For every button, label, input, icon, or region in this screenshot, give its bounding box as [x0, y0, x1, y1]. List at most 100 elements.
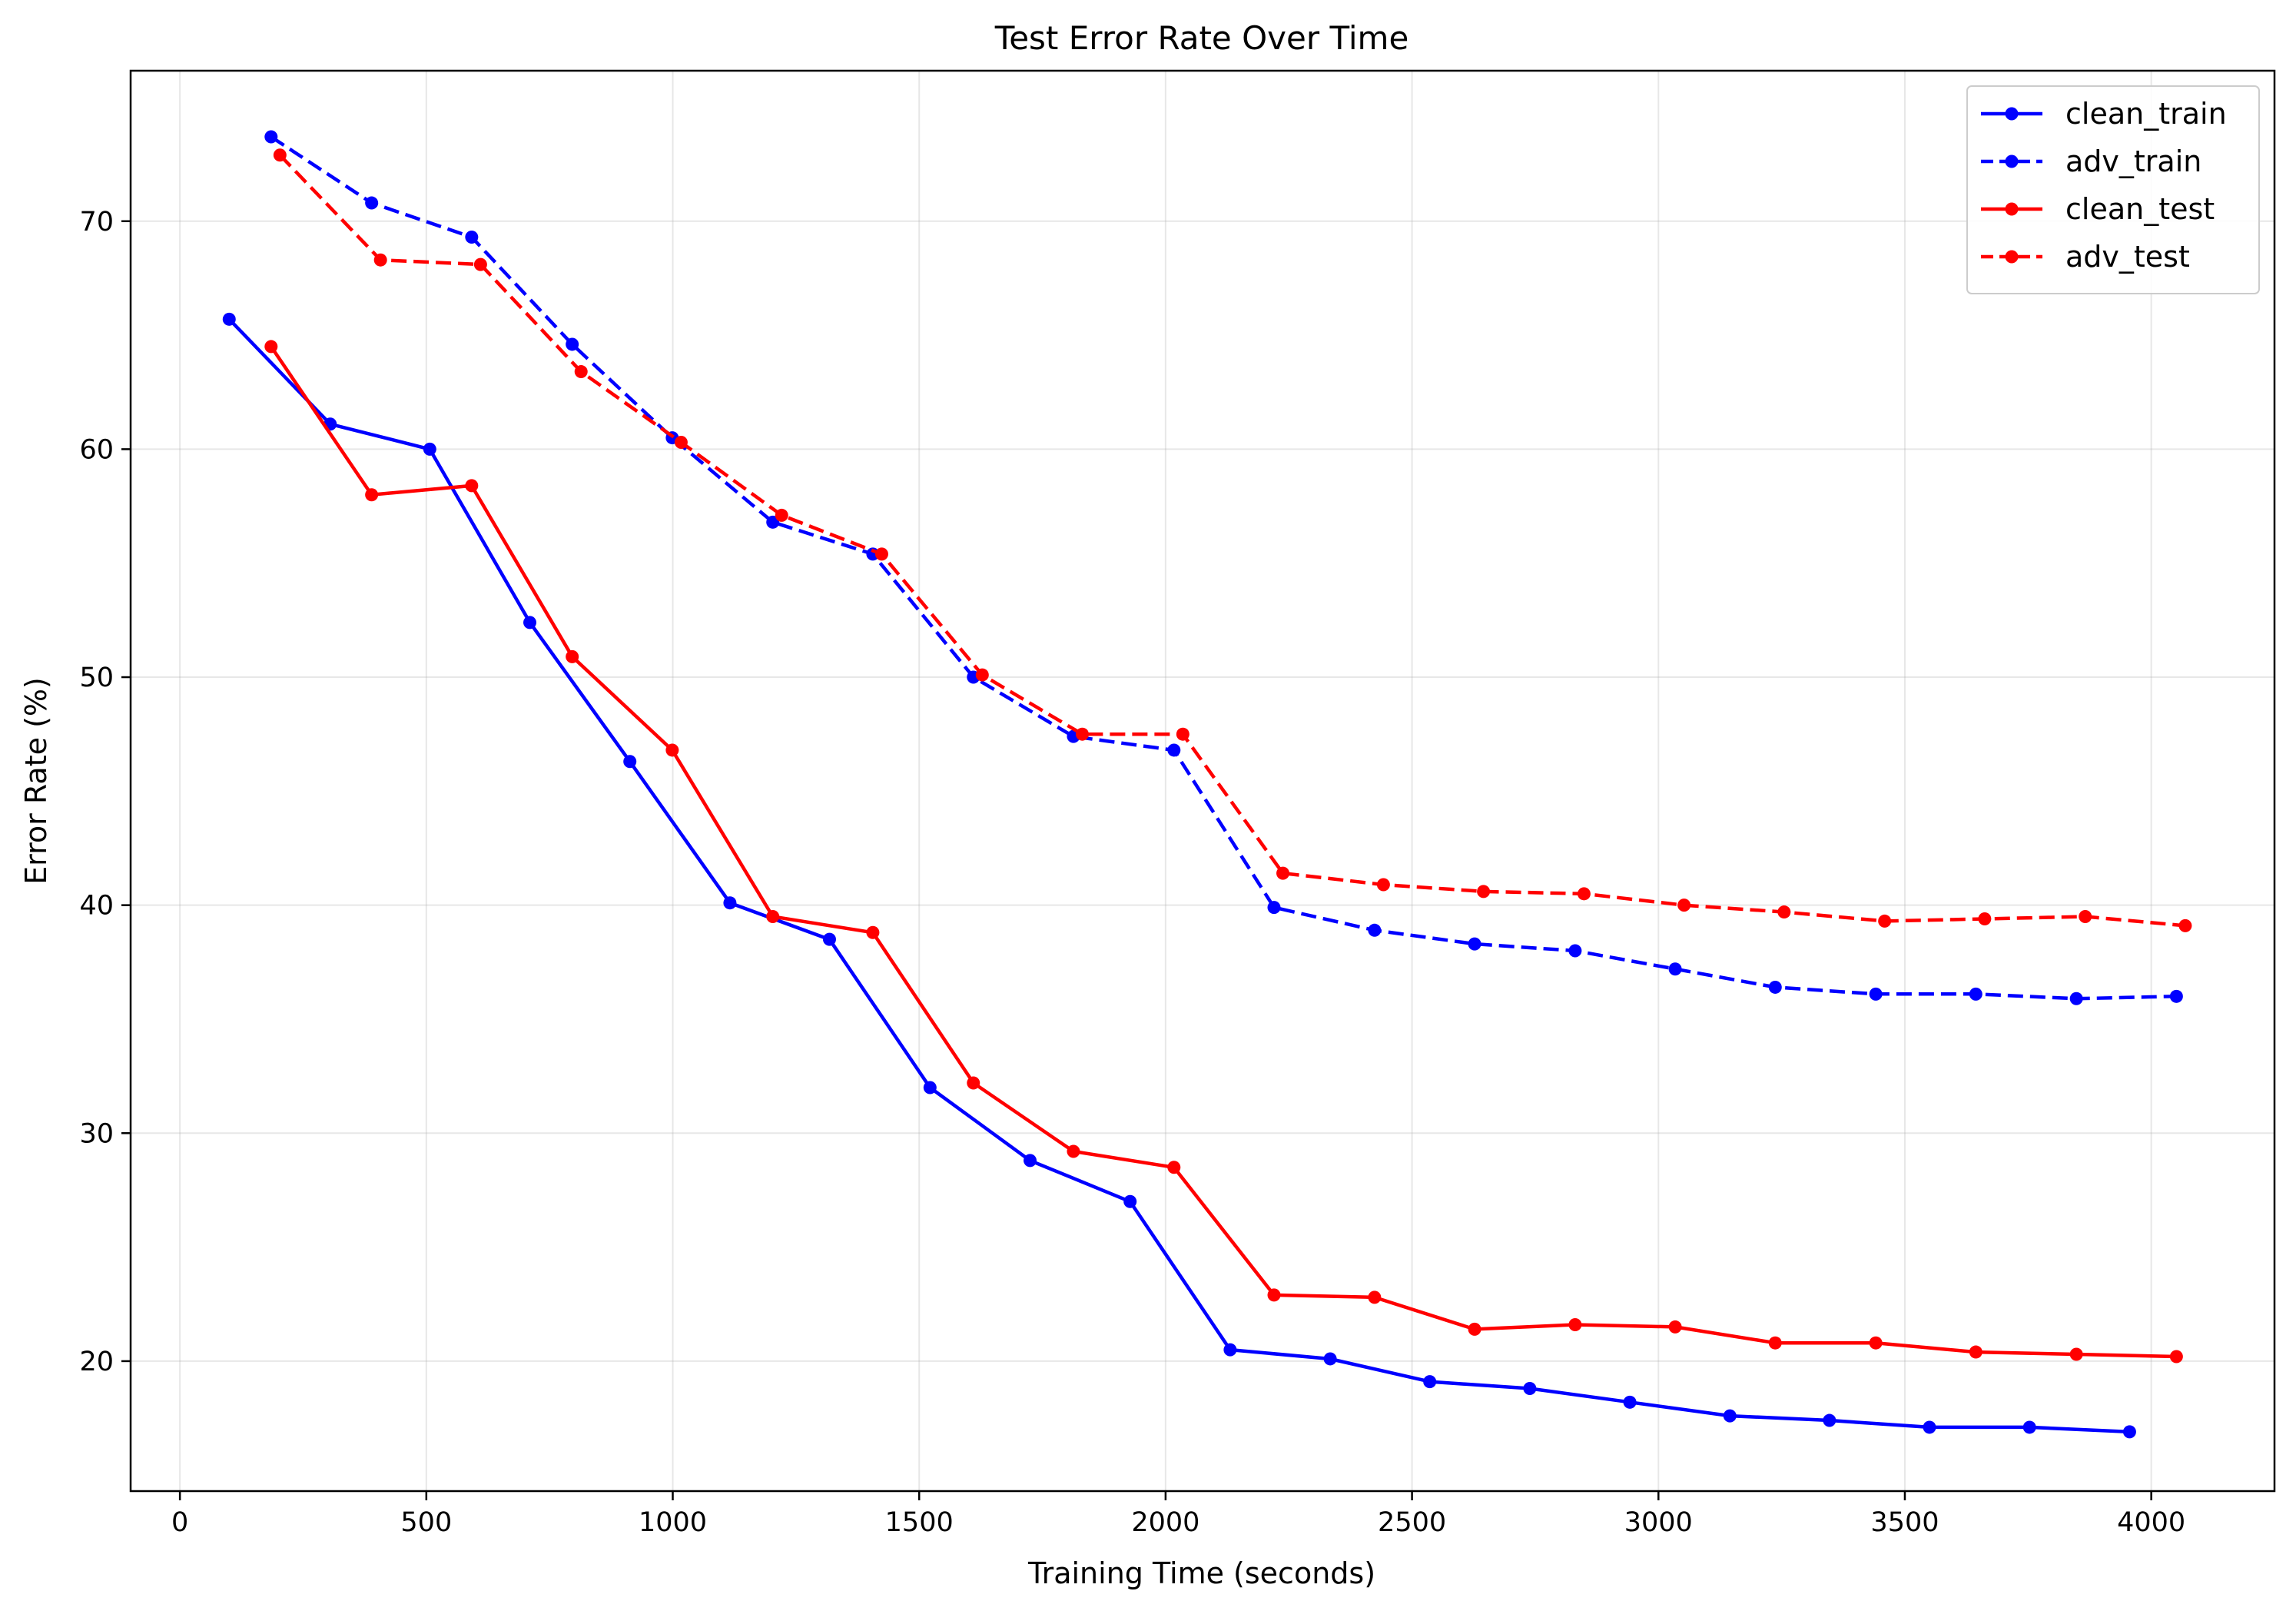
data-point-adv-test: [2079, 909, 2092, 923]
data-point-adv-test: [775, 508, 788, 522]
data-point-clean-test: [1167, 1161, 1181, 1174]
data-point-adv-test: [1677, 899, 1691, 912]
data-point-adv-test: [1878, 914, 1892, 928]
data-point-adv-test: [373, 253, 387, 267]
legend-label-adv-train: adv_train: [2065, 144, 2201, 178]
data-point-adv-test: [574, 365, 588, 379]
data-point-clean-test: [1668, 1320, 1682, 1334]
data-point-adv-train: [465, 231, 479, 244]
x-tick-label: 500: [400, 1507, 452, 1538]
data-point-adv-test: [1477, 885, 1491, 899]
data-point-clean-train: [1123, 1194, 1137, 1208]
data-point-clean-train: [1723, 1409, 1737, 1423]
data-point-clean-test: [866, 925, 880, 939]
axis-ticks: 0 500 1000 1500 2000 2500 3000 3500 4000 20 30 40 50…: [79, 207, 2185, 1538]
data-point-clean-test: [665, 743, 679, 757]
series-line-clean-test: [269, 345, 2177, 1359]
series-line-clean-train: [227, 317, 2130, 1434]
data-point-clean-test: [967, 1076, 980, 1090]
data-point-adv-test: [1978, 912, 1992, 925]
data-point-clean-train: [222, 312, 236, 326]
data-point-adv-test: [473, 257, 487, 271]
data-point-adv-train: [264, 130, 278, 144]
data-point-adv-train: [1167, 743, 1181, 757]
data-point-clean-train: [623, 755, 637, 769]
legend-label-clean-test: clean_test: [2065, 192, 2215, 226]
legend-marker-clean-test: [2005, 202, 2019, 216]
legend: clean_train adv_train clean_test adv_test: [1966, 85, 2260, 294]
data-point-adv-train: [1267, 901, 1281, 915]
data-point-adv-train: [1668, 962, 1682, 976]
data-point-clean-train: [1623, 1395, 1637, 1409]
data-point-clean-test: [566, 649, 579, 663]
data-point-clean-train: [822, 932, 836, 946]
legend-label-adv-test: adv_test: [2065, 240, 2190, 274]
data-point-adv-train: [2069, 992, 2083, 1005]
y-tick-label: 30: [79, 1118, 114, 1149]
data-point-clean-test: [1869, 1336, 1883, 1350]
data-point-clean-test: [1067, 1144, 1080, 1158]
data-point-clean-test: [1468, 1322, 1481, 1336]
series-lines: [222, 130, 2192, 1439]
data-point-clean-test: [264, 340, 278, 354]
data-point-clean-train: [1823, 1413, 1836, 1427]
data-point-adv-train: [1768, 980, 1782, 994]
legend-marker-adv-test: [2005, 250, 2019, 264]
data-point-clean-train: [923, 1081, 937, 1094]
plot-area-frame: [129, 69, 2276, 1493]
grid-lines: [131, 71, 2274, 1491]
data-point-clean-train: [523, 616, 537, 629]
data-point-clean-test: [1368, 1290, 1382, 1304]
data-point-adv-train: [1869, 987, 1883, 1001]
data-point-clean-test: [1267, 1288, 1281, 1302]
data-point-clean-train: [723, 896, 737, 910]
y-tick-label: 20: [79, 1347, 114, 1377]
data-point-clean-train: [1223, 1343, 1237, 1357]
data-point-clean-test: [1568, 1317, 1582, 1331]
data-point-adv-test: [1276, 866, 1290, 880]
data-point-adv-test: [975, 668, 989, 682]
data-point-adv-train: [766, 515, 780, 529]
data-point-adv-test: [874, 547, 888, 561]
x-tick-label: 3500: [1870, 1507, 1939, 1538]
y-tick-label: 70: [79, 207, 114, 237]
data-point-adv-test: [2178, 918, 2192, 932]
data-point-adv-test: [1577, 887, 1591, 901]
data-point-clean-train: [1323, 1352, 1337, 1366]
data-point-clean-test: [365, 488, 379, 502]
data-point-adv-test: [1376, 878, 1390, 892]
data-point-adv-train: [1969, 987, 1982, 1001]
data-point-clean-test: [1969, 1345, 1982, 1359]
data-point-adv-test: [1076, 727, 1090, 741]
x-tick-label: 2500: [1378, 1507, 1446, 1538]
data-point-clean-train: [2122, 1425, 2136, 1439]
data-point-adv-test: [1777, 905, 1791, 919]
data-point-adv-test: [1176, 727, 1189, 741]
data-point-adv-train: [2169, 989, 2183, 1003]
y-axis-label: Error Rate (%): [19, 677, 53, 885]
x-tick-label: 2000: [1131, 1507, 1199, 1538]
data-point-adv-train: [365, 196, 379, 210]
data-point-adv-train: [566, 337, 579, 351]
data-point-adv-train: [1468, 937, 1481, 951]
data-point-clean-test: [2069, 1347, 2083, 1361]
series-line-adv-test: [278, 154, 2186, 928]
data-point-clean-test: [766, 909, 780, 923]
chart-title: Test Error Rate Over Time: [994, 19, 1409, 57]
x-tick-label: 1500: [885, 1507, 954, 1538]
y-tick-label: 50: [79, 663, 114, 693]
legend-label-clean-train: clean_train: [2065, 97, 2227, 131]
data-point-adv-test: [674, 436, 688, 450]
legend-marker-adv-train: [2005, 154, 2019, 168]
y-tick-label: 60: [79, 434, 114, 465]
data-point-adv-train: [1368, 923, 1382, 937]
data-point-clean-train: [1024, 1154, 1037, 1168]
series-line-adv-train: [270, 135, 2177, 1001]
data-point-clean-train: [1923, 1420, 1936, 1434]
x-tick-label: 3000: [1624, 1507, 1693, 1538]
legend-box: [1966, 85, 2260, 294]
x-tick-label: 0: [171, 1507, 188, 1538]
data-point-clean-train: [1523, 1382, 1537, 1396]
data-point-clean-train: [2022, 1420, 2036, 1434]
